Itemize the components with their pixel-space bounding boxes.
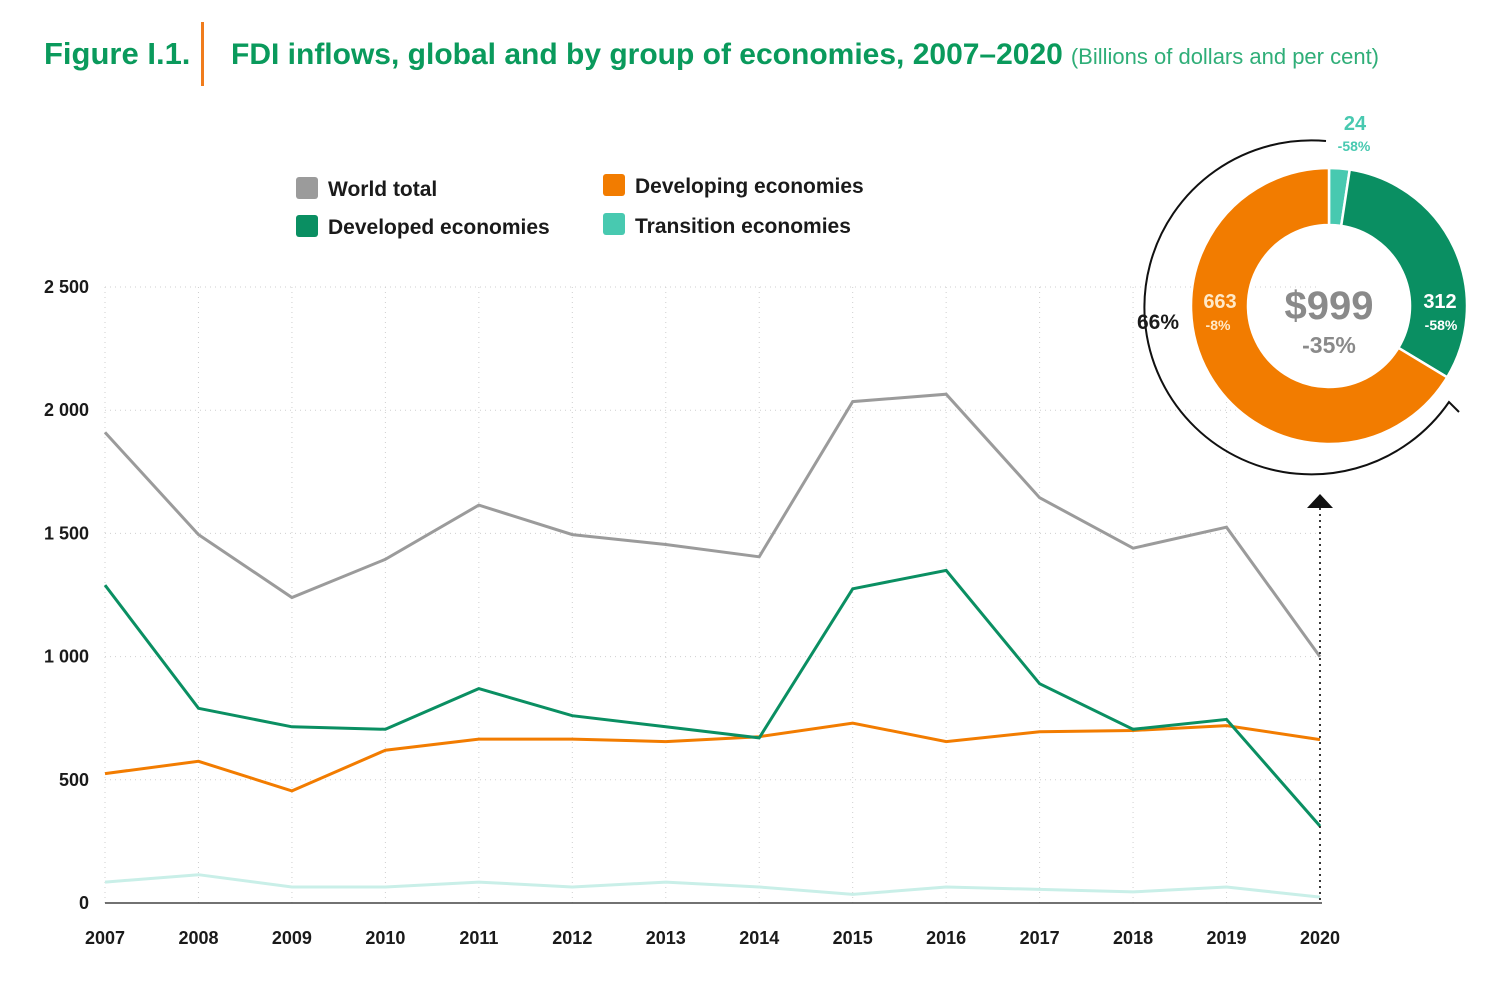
x-tick-label: 2011 bbox=[459, 928, 498, 948]
slice-change-transition: -58% bbox=[1338, 138, 1371, 154]
donut-total-change: -35% bbox=[1302, 332, 1356, 358]
x-tick-label: 2010 bbox=[365, 928, 405, 948]
pointer-arrow-icon bbox=[1307, 494, 1333, 508]
series bbox=[103, 392, 1322, 899]
legend-swatch-world bbox=[296, 177, 318, 199]
slice-change-developing: -8% bbox=[1206, 317, 1231, 333]
figure-title: FDI inflows, global and by group of econ… bbox=[231, 38, 1379, 71]
y-tick-label: 1 000 bbox=[44, 647, 89, 667]
legend: World total Developed economies Developi… bbox=[296, 174, 864, 239]
developing-share-label: 66% bbox=[1137, 311, 1179, 334]
donut-chart-2020: $999 -35% 24 -58% 312 -58% 663 -8% 66% bbox=[1137, 113, 1469, 476]
slice-change-developed: -58% bbox=[1425, 317, 1458, 333]
series-line-transition-economies bbox=[104, 873, 1321, 899]
x-tick-label: 2016 bbox=[926, 928, 966, 948]
slice-value-transition: 24 bbox=[1344, 113, 1367, 135]
series-line-developed-economies bbox=[103, 568, 1322, 828]
x-tick-label: 2019 bbox=[1207, 928, 1247, 948]
x-tick-label: 2009 bbox=[272, 928, 312, 948]
donut-slice-developed-economies bbox=[1339, 168, 1469, 379]
y-tick-label: 2 500 bbox=[44, 277, 89, 297]
title-main: FDI inflows, global and by group of econ… bbox=[231, 38, 1063, 71]
donut-total: $999 bbox=[1285, 284, 1374, 328]
y-axis-ticks: 0 500 1 000 1 500 2 000 2 500 bbox=[44, 277, 89, 913]
x-tick-label: 2015 bbox=[833, 928, 873, 948]
x-tick-label: 2012 bbox=[552, 928, 592, 948]
x-tick-label: 2013 bbox=[646, 928, 686, 948]
y-tick-label: 0 bbox=[79, 893, 89, 913]
title-divider bbox=[201, 22, 204, 86]
x-tick-label: 2014 bbox=[739, 928, 779, 948]
donut-slice-developing-economies bbox=[1189, 166, 1449, 446]
legend-swatch-developing bbox=[603, 174, 625, 196]
y-tick-label: 2 000 bbox=[44, 400, 89, 420]
x-tick-label: 2018 bbox=[1113, 928, 1153, 948]
y-tick-label: 1 500 bbox=[44, 523, 89, 543]
y-tick-label: 500 bbox=[59, 770, 89, 790]
legend-label-developing: Developing economies bbox=[635, 175, 864, 198]
series-line-developing-economies bbox=[104, 721, 1321, 793]
figure-label: Figure I.1. bbox=[44, 36, 190, 71]
slice-value-developing: 663 bbox=[1203, 291, 1236, 313]
x-tick-label: 2007 bbox=[85, 928, 125, 948]
legend-label-world: World total bbox=[328, 178, 437, 201]
legend-label-transition: Transition economies bbox=[635, 215, 851, 238]
title-subtitle: (Billions of dollars and per cent) bbox=[1071, 44, 1379, 69]
x-tick-label: 2017 bbox=[1020, 928, 1060, 948]
legend-swatch-transition bbox=[603, 213, 625, 235]
slice-value-developed: 312 bbox=[1423, 291, 1456, 313]
legend-swatch-developed bbox=[296, 215, 318, 237]
donut-slices bbox=[1189, 166, 1469, 446]
x-axis-ticks: 2007 2008 2009 2010 2011 2012 2013 2014 2015 2016… bbox=[85, 928, 1340, 948]
legend-label-developed: Developed economies bbox=[328, 216, 550, 239]
donut-bracket bbox=[1143, 139, 1460, 476]
series-line-world-total bbox=[103, 392, 1322, 658]
x-tick-label: 2020 bbox=[1300, 928, 1340, 948]
x-tick-label: 2008 bbox=[178, 928, 218, 948]
